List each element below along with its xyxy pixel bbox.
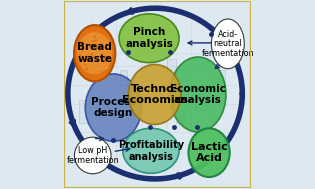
- Ellipse shape: [79, 54, 81, 56]
- Ellipse shape: [105, 49, 107, 51]
- Ellipse shape: [97, 64, 99, 66]
- Ellipse shape: [82, 49, 84, 52]
- Bar: [167, 59, 176, 76]
- Ellipse shape: [123, 128, 179, 173]
- Ellipse shape: [74, 25, 115, 81]
- Ellipse shape: [86, 68, 88, 70]
- Ellipse shape: [87, 44, 89, 47]
- Ellipse shape: [91, 53, 93, 56]
- Ellipse shape: [74, 137, 111, 174]
- Ellipse shape: [119, 14, 179, 63]
- Bar: [120, 70, 128, 85]
- Text: Pinch
analysis: Pinch analysis: [125, 27, 173, 49]
- Text: Bread
waste: Bread waste: [77, 42, 112, 64]
- Bar: [97, 94, 107, 113]
- Ellipse shape: [81, 46, 83, 48]
- Text: Profitability
analysis: Profitability analysis: [118, 140, 184, 162]
- Ellipse shape: [86, 54, 89, 56]
- Ellipse shape: [84, 64, 87, 66]
- Text: Low pH
fermentation: Low pH fermentation: [66, 146, 119, 165]
- Ellipse shape: [85, 74, 141, 141]
- Bar: [139, 100, 148, 117]
- Ellipse shape: [92, 40, 94, 42]
- Bar: [79, 100, 90, 123]
- Ellipse shape: [96, 71, 99, 73]
- Text: Process
design: Process design: [91, 97, 136, 119]
- Ellipse shape: [211, 19, 244, 69]
- Bar: [176, 109, 184, 123]
- Ellipse shape: [89, 46, 92, 48]
- Ellipse shape: [89, 44, 91, 46]
- Ellipse shape: [103, 59, 106, 61]
- Text: Economic
analysis: Economic analysis: [170, 84, 226, 105]
- Ellipse shape: [85, 58, 87, 60]
- Ellipse shape: [100, 46, 102, 48]
- Ellipse shape: [77, 32, 112, 74]
- Text: Acid-
neutral
fermentation: Acid- neutral fermentation: [202, 30, 254, 58]
- Ellipse shape: [103, 56, 106, 58]
- Ellipse shape: [95, 44, 97, 46]
- Bar: [218, 70, 225, 85]
- Ellipse shape: [106, 67, 108, 69]
- Ellipse shape: [94, 36, 96, 38]
- Ellipse shape: [100, 71, 102, 73]
- Ellipse shape: [95, 39, 97, 42]
- Ellipse shape: [92, 69, 94, 72]
- Ellipse shape: [188, 128, 230, 177]
- Ellipse shape: [106, 43, 108, 46]
- Ellipse shape: [108, 56, 111, 58]
- Ellipse shape: [170, 57, 226, 132]
- Ellipse shape: [104, 45, 106, 47]
- Text: Techno-
Economics: Techno- Economics: [122, 84, 188, 105]
- Ellipse shape: [103, 57, 106, 59]
- Text: Lactic
Acid: Lactic Acid: [191, 142, 227, 163]
- Ellipse shape: [102, 60, 105, 62]
- Ellipse shape: [108, 45, 111, 48]
- Bar: [195, 89, 206, 109]
- Ellipse shape: [129, 64, 181, 125]
